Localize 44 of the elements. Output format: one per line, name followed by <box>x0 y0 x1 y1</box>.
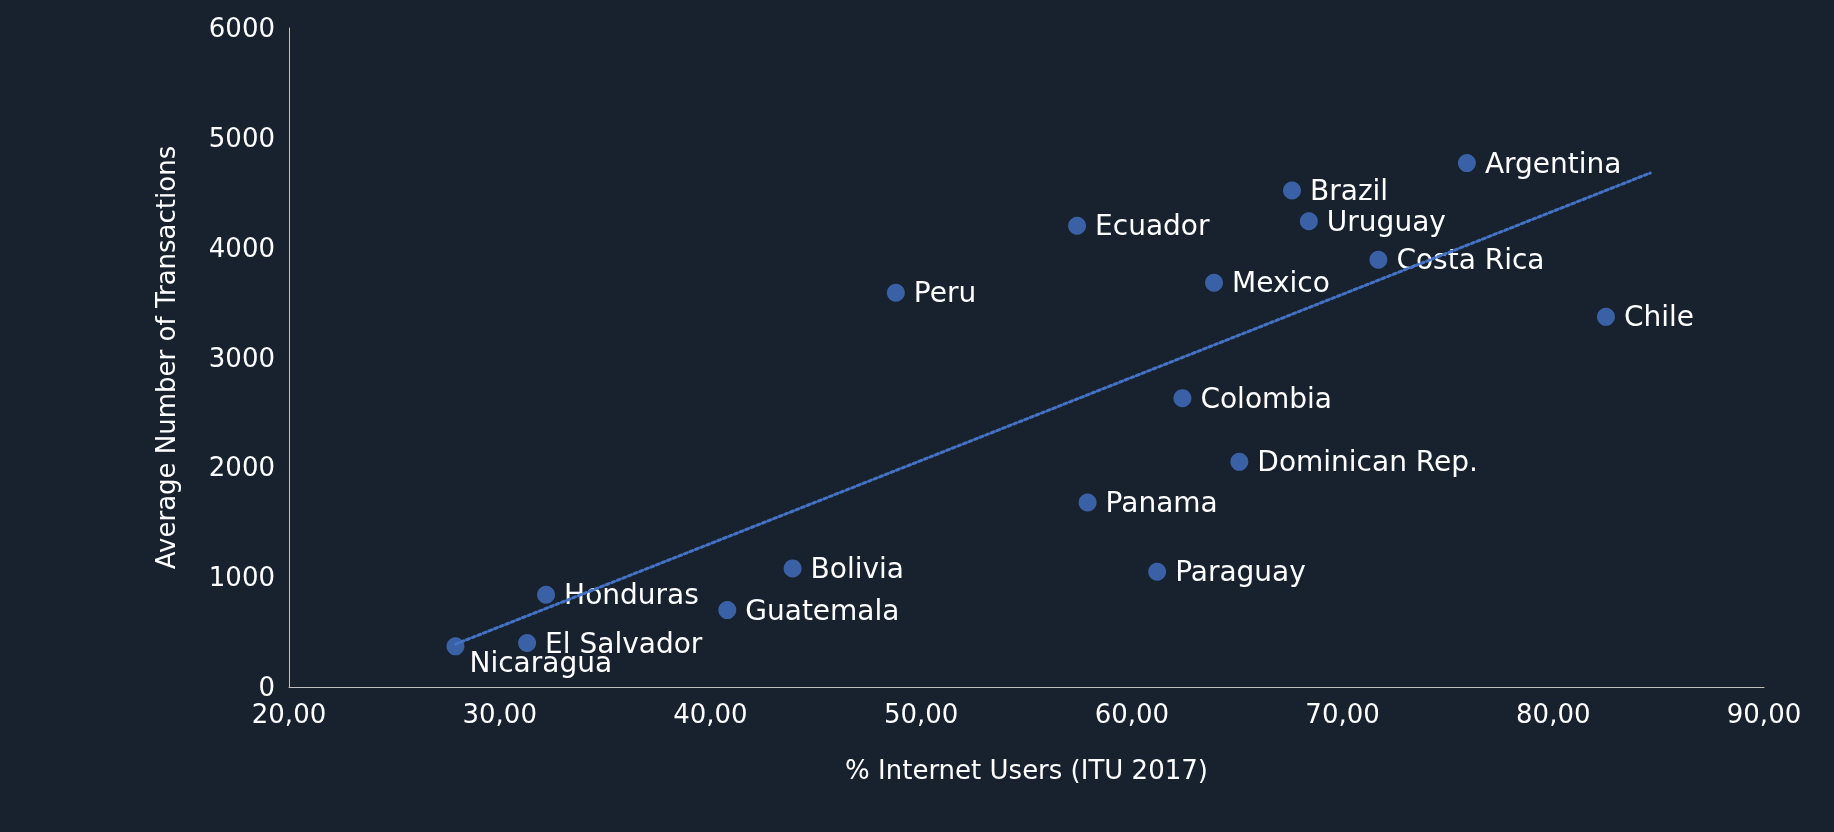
annotation: Honduras <box>564 578 699 612</box>
annotation: Peru <box>913 276 977 310</box>
point <box>1078 493 1097 512</box>
y-tick-label: 4000 <box>208 232 275 263</box>
point <box>1299 212 1318 231</box>
point <box>783 559 802 578</box>
point <box>886 283 905 302</box>
point <box>537 585 556 604</box>
annotation: Dominican Rep. <box>1257 445 1478 479</box>
annotation: Ecuador <box>1095 209 1210 243</box>
x-tick-label: 70,00 <box>1305 699 1380 729</box>
x-tick-label: 80,00 <box>1516 699 1591 729</box>
y-tick-label: 5000 <box>208 122 275 153</box>
y-tick-label: 6000 <box>208 13 275 43</box>
annotation: Panama <box>1105 485 1218 519</box>
y-tick-label: 3000 <box>208 342 275 373</box>
annotation: Colombia <box>1200 381 1333 415</box>
point <box>1457 154 1476 173</box>
x-tick-label: 50,00 <box>883 699 959 729</box>
y-tick-label: 2000 <box>208 452 275 483</box>
x-tick-label: 30,00 <box>462 699 537 729</box>
y-axis-title: Average Number of Transactions <box>151 145 181 570</box>
point <box>1205 273 1224 292</box>
annotation: Argentina <box>1484 146 1622 180</box>
y-tick-label: 0 <box>258 672 275 702</box>
annotation: Guatemala <box>745 593 900 627</box>
annotation: Bolivia <box>810 551 905 585</box>
y-tick-label: 1000 <box>208 562 275 593</box>
point <box>1148 562 1167 581</box>
annotation: Paraguay <box>1175 555 1306 589</box>
x-tick-label: 90,00 <box>1726 699 1802 729</box>
point <box>1068 216 1087 235</box>
point <box>1230 452 1249 471</box>
x-tick-label: 60,00 <box>1094 699 1170 729</box>
x-axis-title: % Internet Users (ITU 2017) <box>845 755 1208 785</box>
point <box>1283 181 1301 200</box>
annotation: Mexico <box>1232 266 1330 300</box>
annotation: Chile <box>1623 300 1695 334</box>
point <box>1173 389 1192 408</box>
point <box>1369 250 1388 269</box>
point <box>718 601 737 620</box>
x-tick-label: 40,00 <box>673 699 748 729</box>
x-tick-label: 20,00 <box>251 699 327 729</box>
point <box>1596 307 1615 326</box>
